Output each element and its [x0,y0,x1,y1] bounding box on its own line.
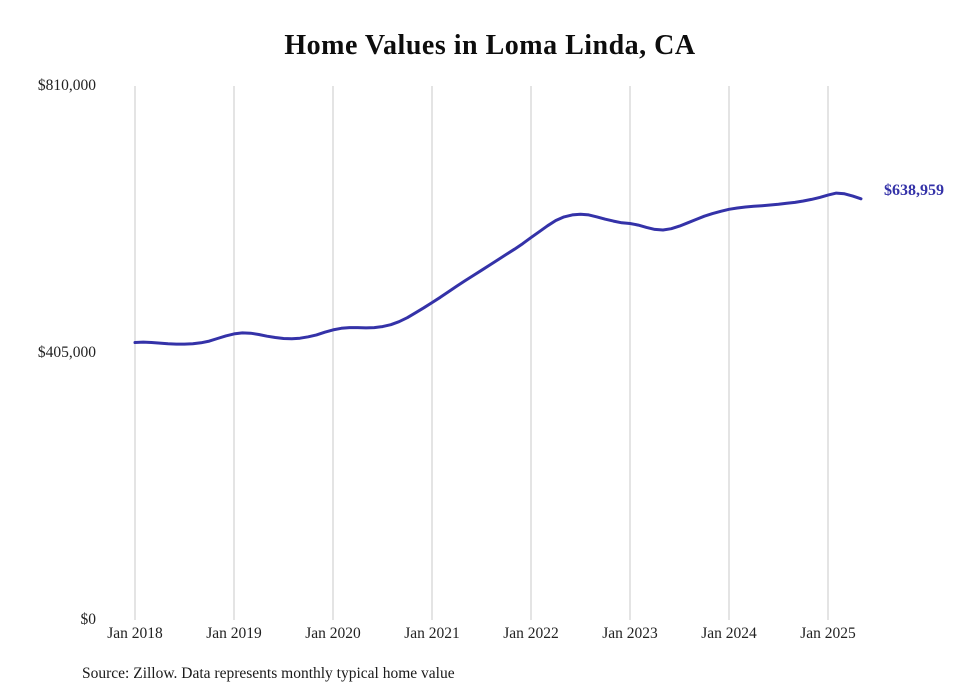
y-tick-label: $405,000 [37,344,96,361]
x-tick-label: Jan 2021 [404,625,460,642]
source-note: Source: Zillow. Data represents monthly … [82,665,455,682]
x-tick-label: Jan 2022 [503,625,559,642]
latest-value-label: $638,959 [884,181,944,199]
x-tick-label: Jan 2018 [107,625,163,642]
y-tick-label: $0 [80,611,97,628]
x-tick-label: Jan 2025 [800,625,856,642]
y-tick-label: $810,000 [37,77,96,94]
x-tick-label: Jan 2019 [206,625,262,642]
x-tick-label: Jan 2024 [701,625,757,642]
home-value-line [133,191,863,346]
x-tick-label: Jan 2020 [305,625,361,642]
x-tick-label: Jan 2023 [602,625,658,642]
chart-title: Home Values in Loma Linda, CA [284,30,696,61]
